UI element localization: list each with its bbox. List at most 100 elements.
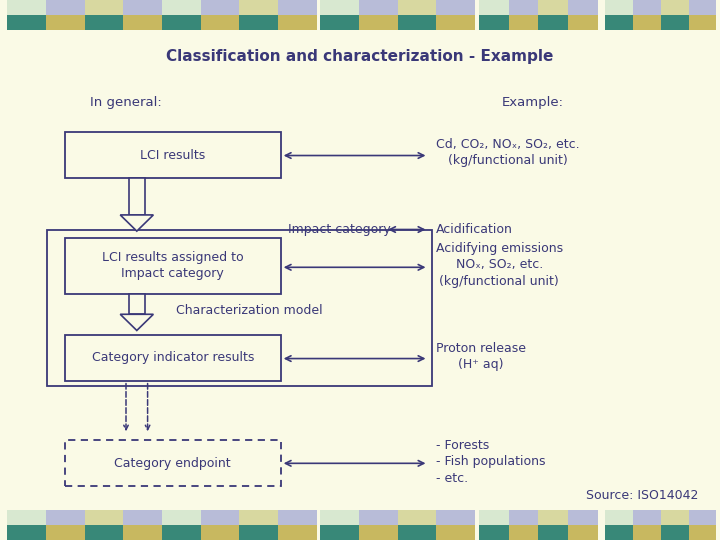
Bar: [568, 525, 598, 540]
Bar: [359, 15, 397, 30]
Polygon shape: [120, 215, 153, 231]
Bar: [162, 0, 201, 15]
Bar: [605, 510, 633, 525]
Text: Source: ISO14042: Source: ISO14042: [586, 489, 698, 502]
Text: In general:: In general:: [90, 96, 162, 109]
Bar: [436, 525, 475, 540]
Text: Acidification: Acidification: [436, 223, 513, 236]
Bar: [359, 510, 397, 525]
Bar: [633, 510, 660, 525]
Bar: [278, 0, 317, 15]
Bar: [7, 15, 46, 30]
Bar: [239, 0, 278, 15]
Bar: [479, 510, 508, 525]
Bar: [605, 0, 633, 15]
Bar: [201, 0, 239, 15]
Bar: [85, 525, 123, 540]
Bar: [661, 525, 688, 540]
Bar: [539, 0, 568, 15]
Bar: [359, 0, 397, 15]
Bar: [539, 525, 568, 540]
Bar: [661, 15, 688, 30]
Bar: [46, 525, 85, 540]
Bar: [7, 0, 46, 15]
Bar: [278, 525, 317, 540]
Text: Category indicator results: Category indicator results: [91, 351, 254, 364]
Bar: [436, 0, 475, 15]
Bar: [46, 0, 85, 15]
Bar: [479, 15, 508, 30]
Bar: [508, 525, 539, 540]
Bar: [508, 0, 539, 15]
Text: LCI results assigned to
Impact category: LCI results assigned to Impact category: [102, 252, 243, 280]
Bar: [479, 525, 508, 540]
Bar: [688, 15, 716, 30]
Bar: [633, 0, 660, 15]
Text: Impact category: Impact category: [288, 223, 391, 236]
Text: Acidifying emissions
NOₓ, SO₂, etc.
(kg/functional unit): Acidifying emissions NOₓ, SO₂, etc. (kg/…: [436, 241, 563, 288]
Bar: [605, 525, 633, 540]
Bar: [7, 510, 46, 525]
Bar: [568, 0, 598, 15]
Bar: [661, 510, 688, 525]
Bar: [688, 525, 716, 540]
Text: Proton release
(H⁺ aq): Proton release (H⁺ aq): [436, 342, 526, 371]
Bar: [85, 0, 123, 15]
Bar: [201, 15, 239, 30]
Bar: [46, 510, 85, 525]
Bar: [397, 525, 436, 540]
Bar: [397, 15, 436, 30]
Bar: [239, 15, 278, 30]
Bar: [320, 525, 359, 540]
Bar: [278, 510, 317, 525]
Text: Characterization model: Characterization model: [176, 304, 323, 317]
Bar: [7, 525, 46, 540]
Bar: [539, 510, 568, 525]
Text: Example:: Example:: [502, 96, 564, 109]
Bar: [65, 335, 281, 381]
Text: Category endpoint: Category endpoint: [114, 456, 231, 470]
Bar: [123, 0, 162, 15]
Bar: [508, 510, 539, 525]
Bar: [123, 15, 162, 30]
Bar: [633, 525, 660, 540]
Bar: [568, 510, 598, 525]
Bar: [65, 132, 281, 178]
Bar: [397, 0, 436, 15]
Text: Cd, CO₂, NOₓ, SO₂, etc.
(kg/functional unit): Cd, CO₂, NOₓ, SO₂, etc. (kg/functional u…: [436, 138, 579, 167]
Bar: [162, 525, 201, 540]
Bar: [479, 0, 508, 15]
Bar: [201, 525, 239, 540]
Bar: [46, 15, 85, 30]
Text: LCI results: LCI results: [140, 148, 205, 162]
Polygon shape: [120, 314, 153, 330]
Bar: [436, 510, 475, 525]
Bar: [320, 510, 359, 525]
Bar: [397, 510, 436, 525]
Bar: [239, 525, 278, 540]
Bar: [65, 238, 281, 294]
Text: - Forests
- Fish populations
- etc.: - Forests - Fish populations - etc.: [436, 438, 545, 485]
Text: Classification and characterization - Example: Classification and characterization - Ex…: [166, 49, 554, 64]
Bar: [359, 525, 397, 540]
Bar: [661, 0, 688, 15]
Bar: [162, 15, 201, 30]
Bar: [605, 15, 633, 30]
Bar: [633, 15, 660, 30]
Bar: [123, 510, 162, 525]
Bar: [129, 178, 145, 215]
Bar: [47, 230, 432, 386]
Bar: [85, 510, 123, 525]
Bar: [65, 440, 281, 486]
Bar: [123, 525, 162, 540]
Bar: [162, 510, 201, 525]
Bar: [568, 15, 598, 30]
Bar: [508, 15, 539, 30]
Bar: [688, 0, 716, 15]
Bar: [539, 15, 568, 30]
Bar: [239, 510, 278, 525]
Bar: [320, 0, 359, 15]
Bar: [129, 294, 145, 314]
Bar: [320, 15, 359, 30]
Bar: [436, 15, 475, 30]
